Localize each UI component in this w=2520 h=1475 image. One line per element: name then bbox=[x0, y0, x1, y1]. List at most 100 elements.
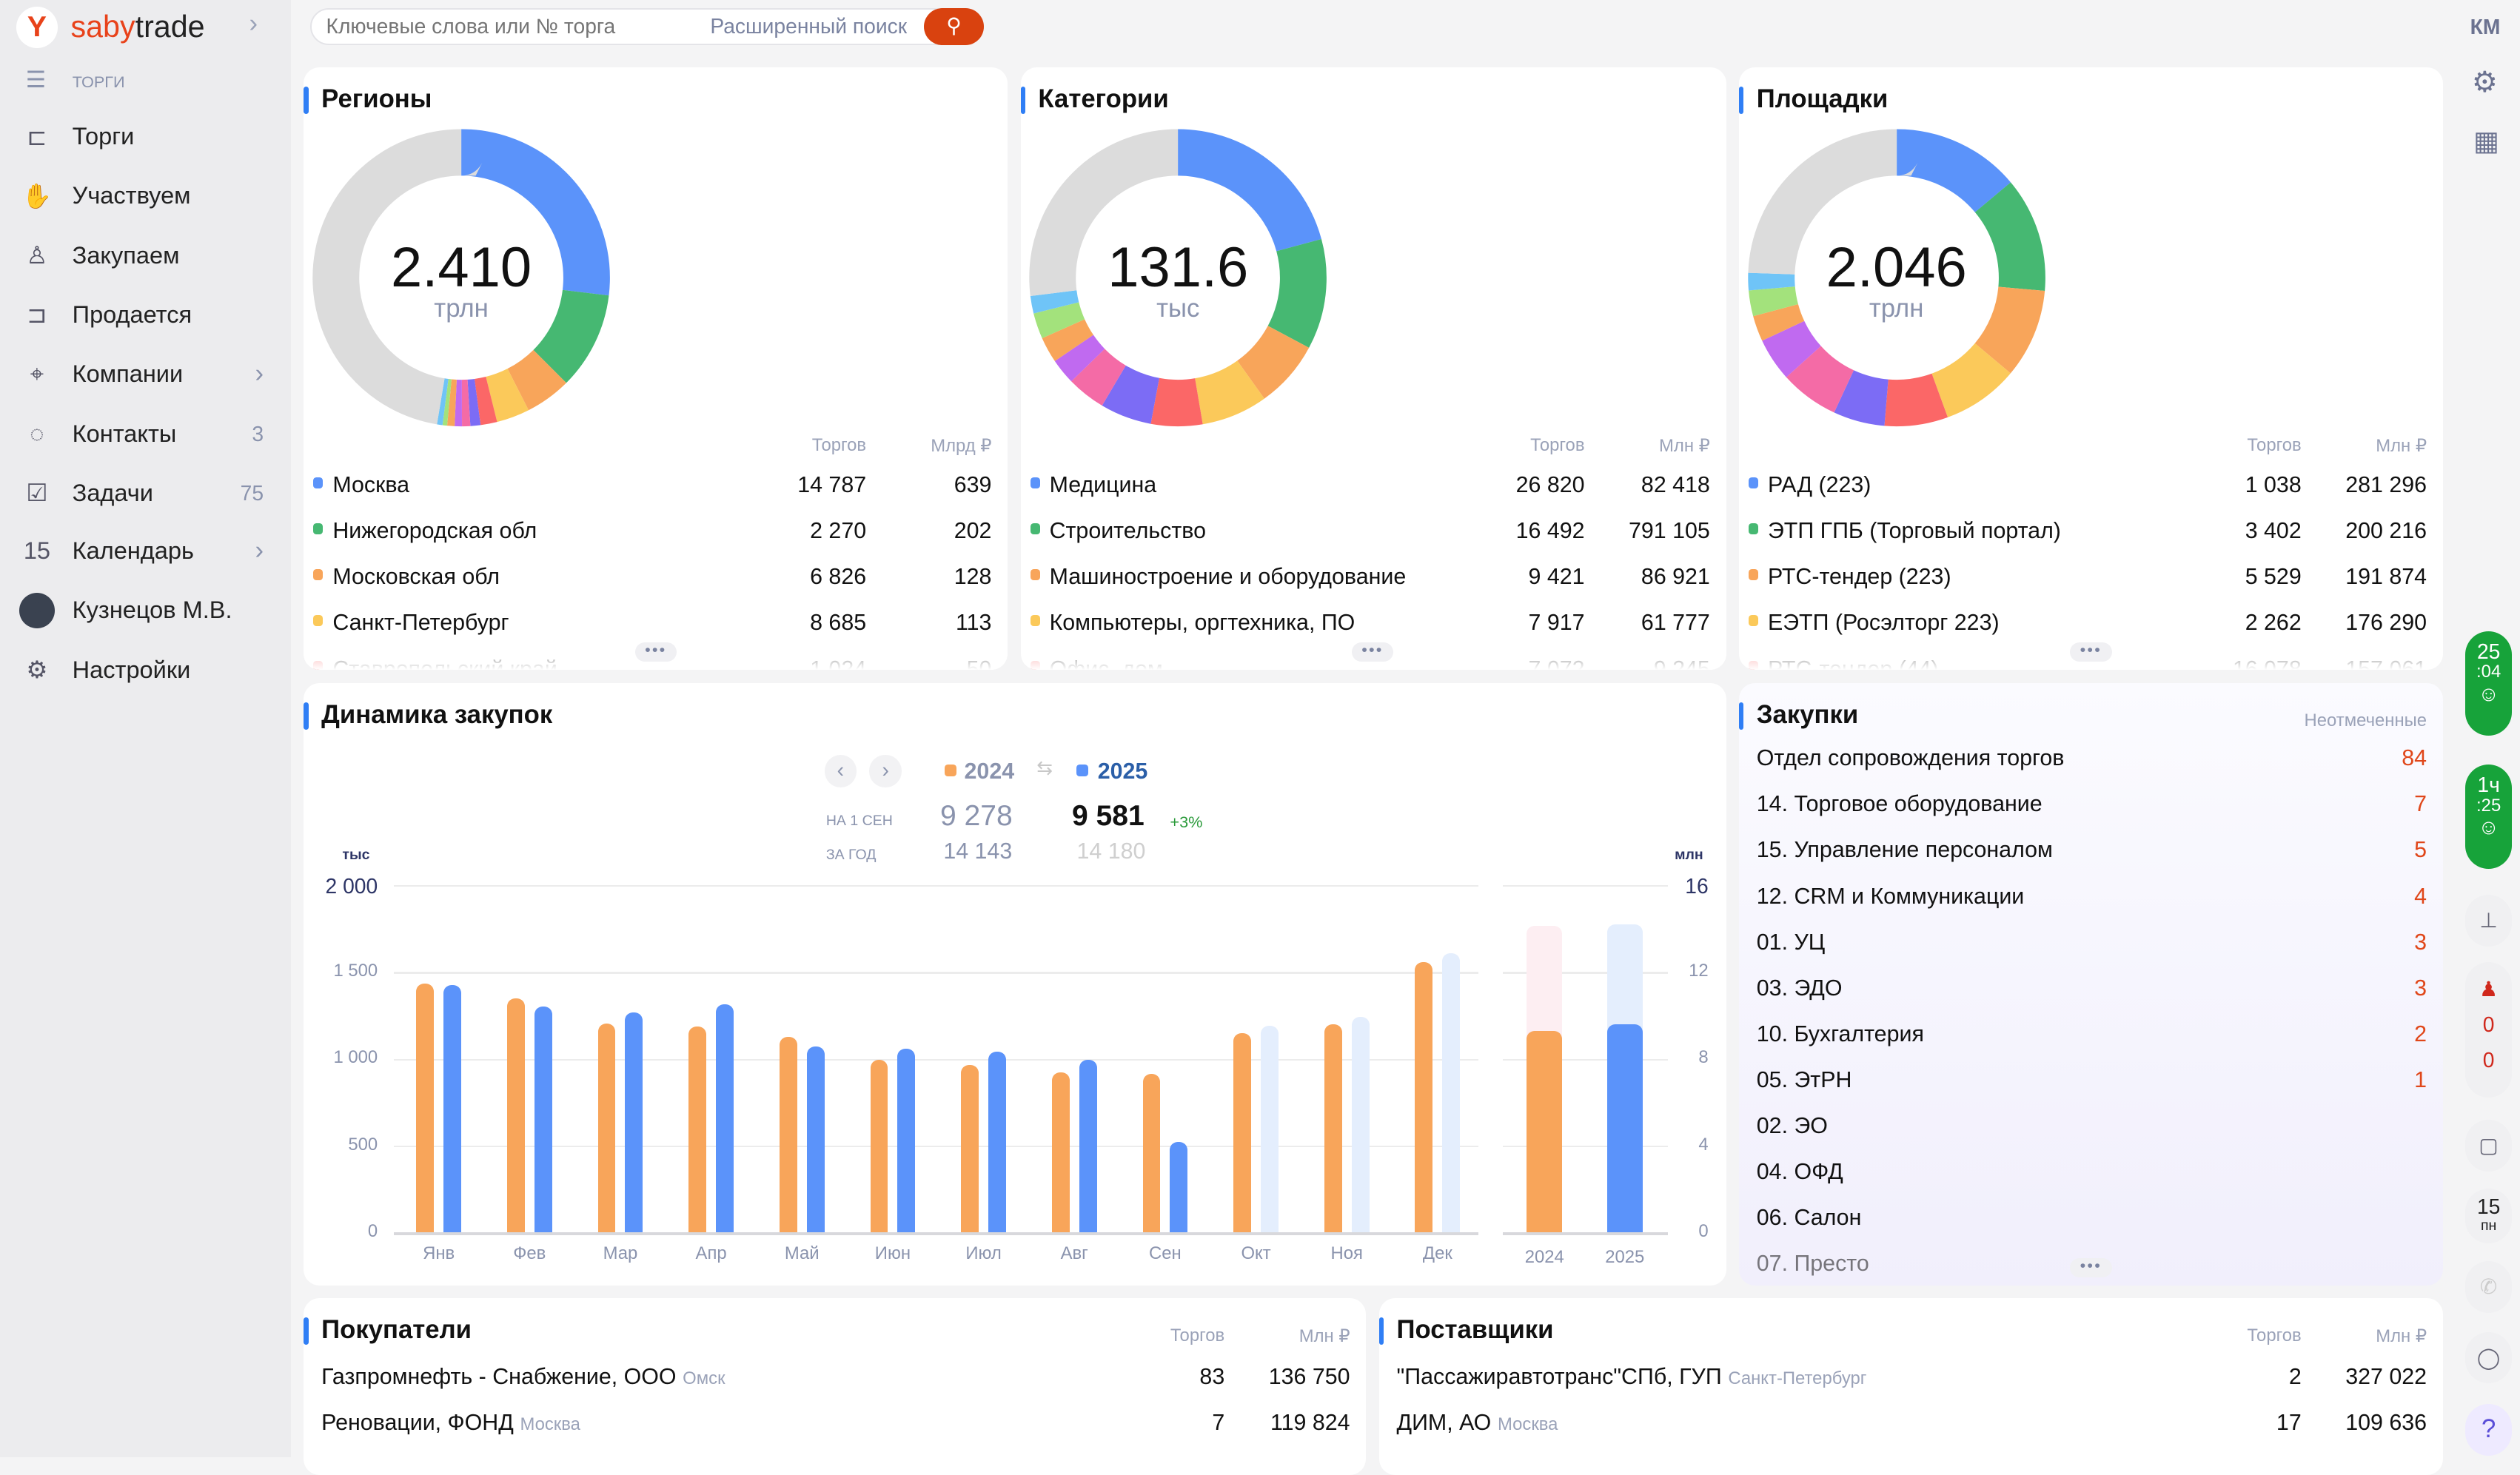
bar-2025-Дек[interactable] bbox=[1442, 953, 1461, 1233]
list-item[interactable]: Отдел сопровождения торгов 84 bbox=[1757, 745, 2427, 777]
timer-button-2[interactable]: 1ч:25 ☺ bbox=[2465, 765, 2513, 870]
bar-2025-Мар[interactable] bbox=[625, 1012, 643, 1233]
company-name[interactable]: Реновации, ФОНД Москва bbox=[321, 1410, 580, 1436]
bar-2024-Ноя[interactable] bbox=[1324, 1024, 1342, 1233]
collapse-chevron-icon[interactable]: › bbox=[249, 10, 258, 38]
donut-segment[interactable] bbox=[1029, 129, 1327, 427]
legend-2025[interactable]: 2025 bbox=[1097, 758, 1148, 784]
legend-2024[interactable]: 2024 bbox=[964, 758, 1015, 784]
bar-2025-Авг[interactable] bbox=[1079, 1060, 1097, 1233]
bar-2025-Июн[interactable] bbox=[897, 1048, 916, 1233]
bar-2024-Авг[interactable] bbox=[1051, 1072, 1070, 1233]
gear-icon[interactable]: ⚙ bbox=[2471, 67, 2498, 98]
search-input[interactable] bbox=[326, 14, 680, 39]
list-item[interactable]: 02. ЭО bbox=[1757, 1113, 2427, 1145]
bar-2025-Сен[interactable] bbox=[1170, 1142, 1188, 1233]
donut-segment[interactable] bbox=[312, 129, 610, 427]
sidebar-item[interactable]: ⊏ Торги bbox=[19, 115, 276, 157]
bar-2025-Апр[interactable] bbox=[716, 1004, 734, 1233]
search-bar[interactable]: Расширенный поиск ⚲ bbox=[309, 7, 984, 45]
org-structure-button[interactable]: ⊥ bbox=[2465, 895, 2513, 947]
logo[interactable]: Y sabytrade bbox=[16, 6, 205, 49]
sidebar-item[interactable]: ✋ Участвуем bbox=[19, 175, 276, 217]
list-item[interactable]: 03. ЭДО 3 bbox=[1757, 975, 2427, 1007]
bar-2024-Сен[interactable] bbox=[1142, 1073, 1161, 1233]
company-name[interactable]: ДИМ, АО Москва bbox=[1396, 1410, 1558, 1436]
table-row[interactable]: Медицина 26 820 82 418 bbox=[1021, 469, 1726, 501]
bar-2025-Фев[interactable] bbox=[534, 1007, 552, 1233]
donut-segment[interactable] bbox=[1747, 129, 2045, 427]
chevron-right-icon[interactable]: › bbox=[255, 360, 264, 389]
table-row[interactable]: ЕЭТП (Росэлторг 223) 2 262 176 290 bbox=[1739, 607, 2443, 639]
sidebar-item[interactable]: ☑ Задачи 75 bbox=[19, 472, 276, 514]
swap-icon[interactable]: ⇆ bbox=[1036, 756, 1053, 779]
table-row[interactable]: "Пассажиравтотранс"СПб, ГУП Санкт-Петербу… bbox=[1379, 1361, 2443, 1393]
sidebar-item[interactable]: ⊐ Продается bbox=[19, 294, 276, 335]
alerts-button[interactable]: ♟ 0 0 bbox=[2465, 962, 2513, 1098]
prev-year-button[interactable]: ‹ bbox=[824, 755, 857, 787]
chat-button[interactable]: ◯ bbox=[2465, 1331, 2513, 1384]
more-button[interactable]: ••• bbox=[2070, 642, 2112, 662]
donut-segment[interactable] bbox=[1747, 129, 2045, 427]
list-item[interactable]: 05. ЭтРН 1 bbox=[1757, 1067, 2427, 1099]
timer-button-1[interactable]: 25:04 ☺ bbox=[2465, 631, 2513, 736]
sidebar-item[interactable]: ♙ Закупаем bbox=[19, 235, 276, 276]
company-name[interactable]: Газпромнефть - Снабжение, ООО Омск bbox=[321, 1364, 725, 1390]
chevron-right-icon[interactable]: › bbox=[255, 537, 264, 565]
bar-2025-Окт[interactable] bbox=[1261, 1026, 1279, 1233]
table-row[interactable]: Санкт-Петербург 8 685 113 bbox=[304, 607, 1008, 639]
donut-segment[interactable] bbox=[1029, 129, 1327, 427]
more-button[interactable]: ••• bbox=[2070, 1257, 2112, 1277]
sidebar-item[interactable]: ◌ Контакты 3 bbox=[19, 413, 276, 454]
bar-2024-Мар[interactable] bbox=[597, 1023, 616, 1233]
help-button[interactable]: ? bbox=[2465, 1404, 2513, 1456]
table-row[interactable]: РТС-тендер (223) 5 529 191 874 bbox=[1739, 561, 2443, 593]
table-row[interactable]: Московская обл 6 826 128 bbox=[304, 561, 1008, 593]
sidebar-item[interactable]: ● Кузнецов М.В. bbox=[19, 590, 276, 631]
next-year-button[interactable]: › bbox=[869, 755, 902, 787]
search-button[interactable]: ⚲ bbox=[924, 7, 984, 45]
bar-2024-Окт[interactable] bbox=[1233, 1033, 1252, 1233]
bar-2024-Июл[interactable] bbox=[961, 1064, 979, 1233]
table-row[interactable]: РАД (223) 1 038 281 296 bbox=[1739, 469, 2443, 501]
list-item[interactable]: 14. Торговое оборудование 7 bbox=[1757, 791, 2427, 823]
apps-grid-icon[interactable]: ▦ bbox=[2473, 126, 2499, 157]
more-button[interactable]: ••• bbox=[1351, 642, 1394, 662]
bar-2024-Апр[interactable] bbox=[688, 1026, 707, 1233]
more-button[interactable]: ••• bbox=[634, 642, 677, 662]
phone-button[interactable]: ✆ bbox=[2465, 1261, 2513, 1313]
list-item[interactable]: 07. Престо bbox=[1757, 1251, 2427, 1283]
table-row[interactable]: Компьютеры, оргтехника, ПО 7 917 61 777 bbox=[1021, 607, 1726, 639]
bar-2025-Май[interactable] bbox=[806, 1046, 825, 1233]
sidebar-item[interactable]: 15 Календарь › bbox=[19, 530, 276, 571]
notes-button[interactable]: ▢ bbox=[2465, 1120, 2513, 1172]
table-row[interactable]: ЭТП ГПБ (Торговый портал) 3 402 200 216 bbox=[1739, 515, 2443, 547]
calendar-button[interactable]: 15 пн bbox=[2465, 1189, 2513, 1244]
donut-segment[interactable] bbox=[1747, 129, 2045, 427]
bar-2024-Янв[interactable] bbox=[416, 983, 435, 1233]
list-item[interactable]: 10. Бухгалтерия 2 bbox=[1757, 1021, 2427, 1053]
list-item[interactable]: 06. Салон bbox=[1757, 1205, 2427, 1237]
bar-2025-Ноя[interactable] bbox=[1351, 1017, 1370, 1233]
table-row[interactable]: Реновации, ФОНД Москва 7 119 824 bbox=[304, 1407, 1366, 1439]
donut-segment[interactable] bbox=[312, 129, 610, 427]
list-item[interactable]: 15. Управление персоналом 5 bbox=[1757, 837, 2427, 869]
bar-year-ytd-2025[interactable] bbox=[1606, 1024, 1643, 1233]
sidebar-item[interactable]: ⌖ Компании › bbox=[19, 354, 276, 395]
bar-2024-Май[interactable] bbox=[779, 1036, 797, 1233]
bar-2025-Янв[interactable] bbox=[443, 984, 462, 1233]
table-row[interactable]: Москва 14 787 639 bbox=[304, 469, 1008, 501]
bar-2024-Фев[interactable] bbox=[506, 998, 525, 1233]
sidebar-item[interactable]: ⚙ Настройки bbox=[19, 649, 276, 691]
table-row[interactable]: Строительство 16 492 791 105 bbox=[1021, 515, 1726, 547]
advanced-search-link[interactable]: Расширенный поиск bbox=[710, 14, 908, 38]
list-item[interactable]: 01. УЦ 3 bbox=[1757, 930, 2427, 961]
bar-2024-Дек[interactable] bbox=[1415, 962, 1433, 1233]
bar-year-ytd-2024[interactable] bbox=[1527, 1031, 1563, 1233]
table-row[interactable]: Машиностроение и оборудование 9 421 86 921 bbox=[1021, 561, 1726, 593]
list-item[interactable]: 12. CRM и Коммуникации 4 bbox=[1757, 884, 2427, 915]
bar-2025-Июл[interactable] bbox=[988, 1051, 1006, 1233]
menu-icon[interactable]: ☰ bbox=[25, 67, 46, 93]
user-initials-avatar[interactable]: КМ bbox=[2470, 14, 2501, 38]
bar-2024-Июн[interactable] bbox=[870, 1060, 888, 1233]
